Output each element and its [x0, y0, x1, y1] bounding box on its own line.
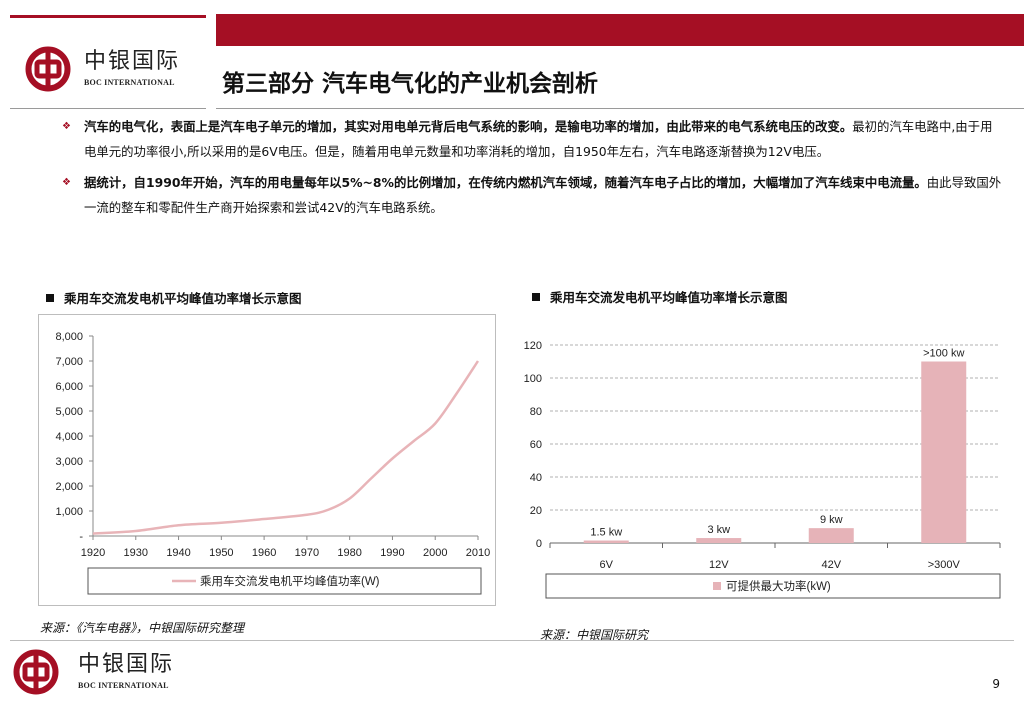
x-tick-label: 2000: [423, 547, 447, 559]
chart-title-right: 乘用车交流发电机平均峰值功率增长示意图: [532, 287, 788, 306]
x-tick-label: 1960: [252, 547, 276, 559]
data-label: 1.5 kw: [590, 527, 622, 539]
y-tick-label: 7,000: [55, 356, 83, 368]
bar: [696, 538, 742, 543]
x-tick-label: 1940: [166, 547, 190, 559]
bullet-text: 由此导致国外一流的整车和零配件生产商开始探索和尝试42V的汽车电路系统。: [84, 175, 1002, 215]
square-bullet-icon: [46, 294, 54, 302]
y-tick-label: 120: [524, 340, 542, 352]
legend-swatch: [713, 582, 721, 590]
legend-label: 可提供最大功率(kW): [726, 579, 831, 593]
bullet-bold-text: 汽车的电气化，表面上是汽车电子单元的增加，其实对用电单元背后电气系统的影响，是输…: [84, 119, 853, 134]
boc-logo-icon: [25, 46, 71, 92]
bar: [808, 528, 854, 543]
y-tick-label: 100: [524, 373, 542, 385]
bullet-item: ❖ 汽车的电气化，表面上是汽车电子单元的增加，其实对用电单元背后电气系统的影响，…: [62, 114, 1002, 164]
data-label: 9 kw: [820, 514, 843, 526]
chart-title-left: 乘用车交流发电机平均峰值功率增长示意图: [46, 288, 302, 307]
y-tick-label: 80: [530, 406, 542, 418]
y-tick-label: 8,000: [55, 331, 83, 343]
footer-logo: 中银国际 BOC INTERNATIONAL: [12, 648, 174, 696]
x-tick-label: 42V: [821, 559, 841, 571]
x-tick-label: 2010: [466, 547, 490, 559]
legend-box: [545, 573, 1001, 599]
legend-label: 乘用车交流发电机平均峰值功率(W): [200, 574, 380, 588]
brand-name-en: BOC INTERNATIONAL: [84, 78, 175, 87]
bar: [921, 361, 967, 543]
header-accent-rule: [10, 15, 206, 18]
bar: [583, 540, 629, 543]
x-tick-label: 1980: [337, 547, 361, 559]
y-tick-label: -: [79, 531, 83, 543]
y-tick-label: 2,000: [55, 481, 83, 493]
line-chart-frame: [38, 314, 496, 606]
y-tick-label: 40: [530, 472, 542, 484]
data-label: 3 kw: [707, 524, 730, 536]
x-tick-label: 1930: [124, 547, 148, 559]
page-number: 9: [992, 677, 1000, 691]
y-tick-label: 5,000: [55, 406, 83, 418]
y-tick-label: 6,000: [55, 381, 83, 393]
footer-brand-name-cn: 中银国际: [78, 652, 175, 677]
y-tick-label: 60: [530, 439, 542, 451]
y-tick-label: 3,000: [55, 456, 83, 468]
data-label: >100 kw: [923, 348, 964, 360]
bullet-text: 最初的汽车电路中,由于用电单元的功率很小,所以采用的是6V电压。但是，随着用电单…: [84, 119, 993, 159]
boc-logo-icon: [13, 649, 59, 695]
legend-box: [87, 567, 482, 595]
x-tick-label: >300V: [928, 559, 961, 571]
x-tick-label: 6V: [600, 559, 614, 571]
y-tick-label: 20: [530, 505, 542, 517]
logo-divider: [10, 108, 206, 109]
title-divider: [216, 108, 1024, 109]
page-title: 第三部分 汽车电气化的产业机会剖析: [222, 71, 599, 97]
y-tick-label: 4,000: [55, 431, 83, 443]
source-note-left: 来源：《汽车电器》，中银国际研究整理: [40, 621, 245, 635]
footer-brand-name-en: BOC INTERNATIONAL: [78, 681, 169, 690]
x-tick-label: 1950: [209, 547, 233, 559]
bar-chart: 0 20 40 60 80 100 120 1.5 kw 6V 3 kw 12V 9 kw 42V >10…: [524, 340, 1001, 599]
brand-name-cn: 中银国际: [84, 49, 181, 74]
bullet-bold-text: 据统计，自1990年开始，汽车的用电量每年以5%~8%的比例增加，在传统内燃机汽…: [84, 175, 927, 190]
diamond-bullet-icon: ❖: [62, 177, 71, 188]
brand-logo: 中银国际 BOC INTERNATIONAL: [24, 45, 180, 93]
x-tick-label: 1970: [295, 547, 319, 559]
y-tick-label: 0: [536, 538, 542, 550]
x-tick-label: 1920: [81, 547, 105, 559]
source-note-right: 来源：中银国际研究: [540, 628, 649, 642]
header-accent-bar: [216, 14, 1024, 46]
bullet-list: ❖ 汽车的电气化，表面上是汽车电子单元的增加，其实对用电单元背后电气系统的影响，…: [62, 114, 1002, 226]
diamond-bullet-icon: ❖: [62, 121, 71, 132]
series-line: [92, 360, 480, 535]
bullet-item: ❖ 据统计，自1990年开始，汽车的用电量每年以5%~8%的比例增加，在传统内燃…: [62, 170, 1002, 220]
x-tick-label: 1990: [380, 547, 404, 559]
line-chart: - 1,000 2,000 3,000 4,000 5,000 6,000 7,000 8,00…: [55, 331, 490, 595]
square-bullet-icon: [532, 293, 540, 301]
footer-divider: [10, 640, 1014, 641]
y-tick-label: 1,000: [55, 506, 83, 518]
x-tick-label: 12V: [709, 559, 729, 571]
